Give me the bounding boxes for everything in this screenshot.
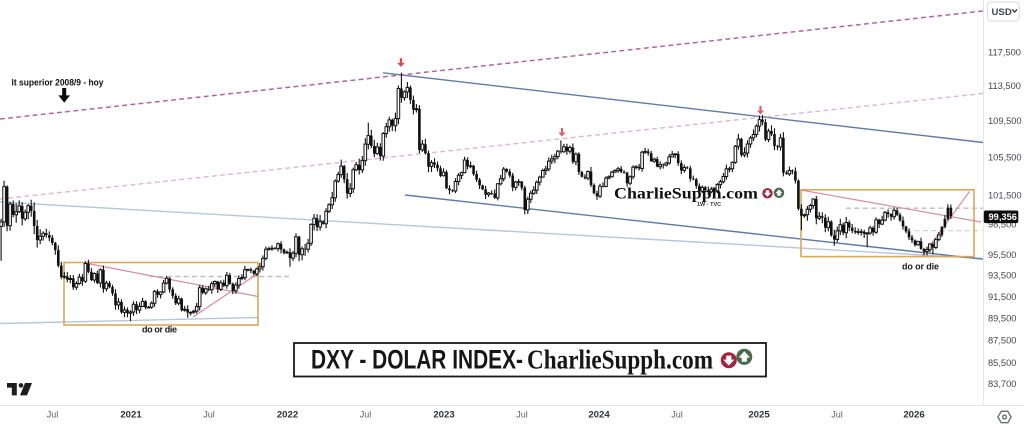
svg-text:2025: 2025: [748, 410, 770, 421]
svg-text:2021: 2021: [120, 410, 142, 421]
svg-text:99,356: 99,356: [989, 212, 1017, 222]
svg-text:Jul: Jul: [360, 410, 372, 420]
svg-text:101,500: 101,500: [988, 190, 1022, 200]
svg-text:83,700: 83,700: [988, 379, 1016, 389]
svg-text:lt superior 2008/9 - hoy: lt superior 2008/9 - hoy: [12, 78, 105, 88]
svg-text:Jul: Jul: [671, 410, 683, 420]
svg-text:2024: 2024: [588, 410, 610, 421]
svg-text:117,500: 117,500: [988, 47, 1021, 57]
svg-text:2026: 2026: [903, 410, 924, 421]
svg-text:105,500: 105,500: [988, 153, 1022, 163]
svg-text:Jul: Jul: [47, 410, 59, 420]
svg-text:98,500: 98,500: [988, 220, 1016, 230]
svg-text:87,500: 87,500: [988, 336, 1016, 346]
svg-text:do or die: do or die: [142, 325, 177, 335]
svg-text:1W · TVC: 1W · TVC: [697, 202, 721, 208]
svg-text:Jul: Jul: [516, 410, 528, 420]
svg-text:do or die: do or die: [902, 262, 939, 272]
svg-text:Jul: Jul: [203, 410, 215, 420]
svg-text:CharlieSupph.com: CharlieSupph.com: [527, 344, 713, 375]
svg-text:DXY - DOLAR INDEX-: DXY - DOLAR INDEX-: [311, 345, 523, 375]
svg-text:USD: USD: [992, 7, 1012, 18]
svg-text:113,500: 113,500: [988, 81, 1021, 91]
svg-text:95,500: 95,500: [988, 250, 1016, 260]
svg-text:CharlieSupph.com: CharlieSupph.com: [614, 186, 758, 203]
svg-text:2023: 2023: [433, 410, 454, 421]
svg-text:85,500: 85,500: [988, 358, 1016, 368]
svg-text:93,500: 93,500: [988, 271, 1016, 281]
svg-text:89,500: 89,500: [988, 313, 1016, 323]
svg-text:Jul: Jul: [831, 410, 843, 420]
svg-text:2022: 2022: [277, 410, 298, 421]
svg-text:109,500: 109,500: [988, 116, 1022, 126]
svg-text:91,500: 91,500: [988, 292, 1016, 302]
